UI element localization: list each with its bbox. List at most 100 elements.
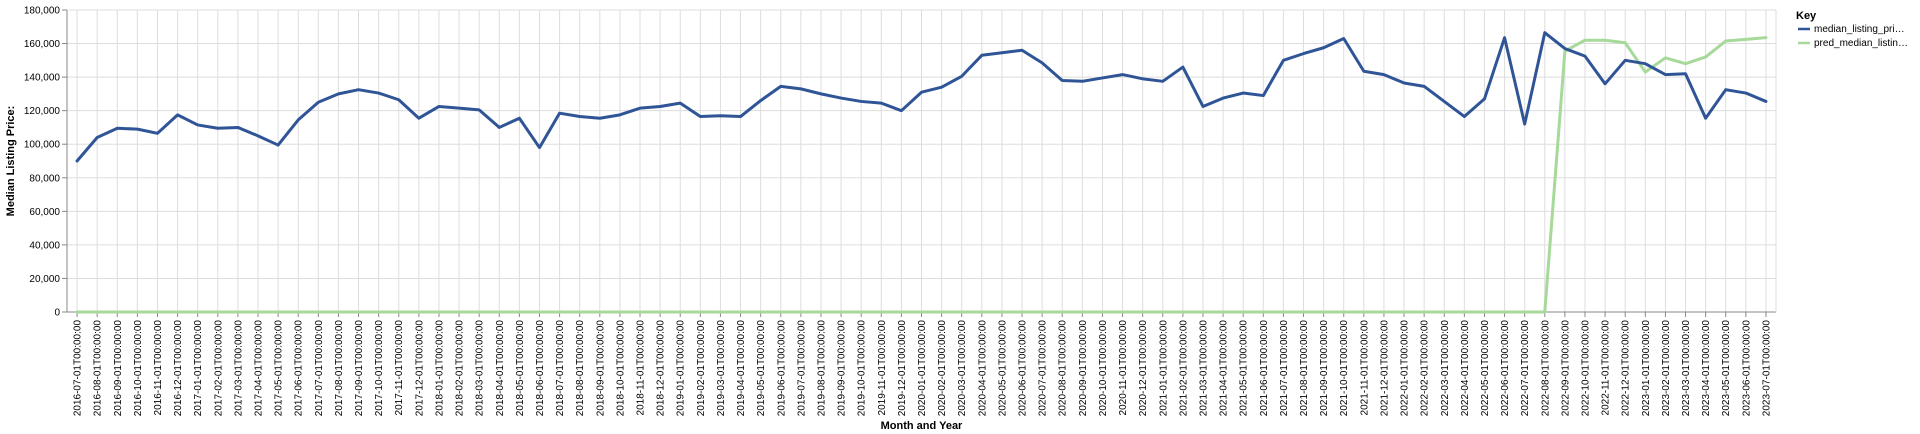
x-tick-label: 2017-07-01T00:00:00	[314, 320, 325, 417]
x-tick-label: 2016-09-01T00:00:00	[113, 320, 124, 417]
x-tick-label: 2022-04-01T00:00:00	[1460, 320, 1471, 417]
legend-label: pred_median_listin…	[1814, 38, 1908, 49]
x-tick-label: 2018-12-01T00:00:00	[656, 320, 667, 417]
x-tick-label: 2021-10-01T00:00:00	[1339, 320, 1350, 417]
x-tick-label: 2020-04-01T00:00:00	[977, 320, 988, 417]
x-tick-label: 2022-06-01T00:00:00	[1500, 320, 1511, 417]
legend-label: median_listing_pri…	[1814, 24, 1905, 35]
x-tick-label: 2019-02-01T00:00:00	[696, 320, 707, 417]
y-tick-label: 120,000	[24, 106, 61, 117]
x-tick-label: 2018-07-01T00:00:00	[555, 320, 566, 417]
x-tick-label: 2018-01-01T00:00:00	[434, 320, 445, 417]
x-tick-label: 2017-05-01T00:00:00	[274, 320, 285, 417]
x-tick-label: 2021-08-01T00:00:00	[1299, 320, 1310, 417]
y-tick-label: 0	[54, 308, 60, 319]
axes	[62, 9, 1777, 317]
x-tick-label: 2019-10-01T00:00:00	[857, 320, 868, 417]
x-tick-label: 2018-04-01T00:00:00	[495, 320, 506, 417]
x-tick-label: 2017-09-01T00:00:00	[354, 320, 365, 417]
x-tick-label: 2020-11-01T00:00:00	[1118, 320, 1129, 416]
x-tick-label: 2022-02-01T00:00:00	[1420, 320, 1431, 417]
x-tick-label: 2020-06-01T00:00:00	[1018, 320, 1029, 417]
x-tick-label: 2017-08-01T00:00:00	[334, 320, 345, 417]
x-tick-label: 2021-12-01T00:00:00	[1379, 320, 1390, 417]
x-tick-label: 2017-03-01T00:00:00	[233, 320, 244, 417]
x-tick-label: 2022-05-01T00:00:00	[1480, 320, 1491, 417]
x-tick-label: 2023-07-01T00:00:00	[1761, 320, 1772, 417]
x-tick-label: 2018-06-01T00:00:00	[535, 320, 546, 417]
x-tick-label: 2016-10-01T00:00:00	[133, 320, 144, 417]
y-tick-label: 140,000	[24, 73, 61, 84]
x-tick-label: 2022-08-01T00:00:00	[1540, 320, 1551, 417]
x-tick-labels: 2016-07-01T00:00:00 2016-08-01T00:00:00 20…	[73, 320, 1773, 417]
x-tick-label: 2017-02-01T00:00:00	[213, 320, 224, 417]
x-tick-label: 2019-09-01T00:00:00	[837, 320, 848, 417]
x-tick-label: 2017-04-01T00:00:00	[254, 320, 265, 417]
x-tick-label: 2019-06-01T00:00:00	[776, 320, 787, 417]
x-tick-label: 2020-10-01T00:00:00	[1098, 320, 1109, 417]
x-tick-label: 2021-02-01T00:00:00	[1178, 320, 1189, 417]
x-tick-label: 2023-03-01T00:00:00	[1681, 320, 1692, 417]
x-tick-label: 2019-04-01T00:00:00	[736, 320, 747, 417]
x-tick-label: 2022-11-01T00:00:00	[1601, 320, 1612, 416]
x-tick-label: 2022-07-01T00:00:00	[1520, 320, 1531, 417]
x-tick-label: 2022-03-01T00:00:00	[1440, 320, 1451, 417]
x-tick-label: 2020-02-01T00:00:00	[937, 320, 948, 417]
y-tick-labels: 0 20,000 40,000 60,000 80,000 100,000 120,000 1…	[24, 6, 61, 319]
legend: Key median_listing_pri… pred_median_listi…	[1796, 10, 1908, 49]
x-tick-label: 2017-01-01T00:00:00	[193, 320, 204, 417]
x-tick-label: 2020-01-01T00:00:00	[917, 320, 928, 417]
x-tick-label: 2022-01-01T00:00:00	[1400, 320, 1411, 417]
x-tick-label: 2017-10-01T00:00:00	[374, 320, 385, 417]
series-lines	[75, 31, 1768, 314]
y-tick-label: 160,000	[24, 39, 61, 50]
y-tick-label: 40,000	[29, 240, 60, 251]
series-line-pred	[75, 36, 1768, 314]
x-tick-label: 2023-01-01T00:00:00	[1641, 320, 1652, 417]
legend-title: Key	[1796, 10, 1817, 22]
x-tick-label: 2020-05-01T00:00:00	[997, 320, 1008, 417]
x-tick-label: 2020-12-01T00:00:00	[1138, 320, 1149, 417]
x-tick-label: 2020-09-01T00:00:00	[1078, 320, 1089, 417]
x-tick-label: 2022-12-01T00:00:00	[1621, 320, 1632, 417]
x-tick-label: 2016-11-01T00:00:00	[153, 320, 164, 416]
x-tick-label: 2021-01-01T00:00:00	[1158, 320, 1169, 417]
x-tick-label: 2021-09-01T00:00:00	[1319, 320, 1330, 417]
x-tick-label: 2019-03-01T00:00:00	[716, 320, 727, 417]
x-tick-label: 2021-11-01T00:00:00	[1359, 320, 1370, 416]
x-tick-label: 2021-04-01T00:00:00	[1219, 320, 1230, 417]
x-tick-label: 2019-08-01T00:00:00	[816, 320, 827, 417]
x-tick-label: 2018-08-01T00:00:00	[575, 320, 586, 417]
y-tick-label: 180,000	[24, 6, 61, 17]
x-tick-label: 2021-07-01T00:00:00	[1279, 320, 1290, 417]
x-tick-label: 2018-05-01T00:00:00	[515, 320, 526, 417]
x-tick-label: 2023-02-01T00:00:00	[1661, 320, 1672, 417]
x-tick-label: 2017-06-01T00:00:00	[294, 320, 305, 417]
x-tick-label: 2023-05-01T00:00:00	[1721, 320, 1732, 417]
x-tick-label: 2017-11-01T00:00:00	[394, 320, 405, 416]
x-tick-label: 2019-11-01T00:00:00	[877, 320, 888, 416]
x-tick-label: 2016-12-01T00:00:00	[173, 320, 184, 417]
x-tick-label: 2019-12-01T00:00:00	[897, 320, 908, 417]
x-tick-label: 2018-11-01T00:00:00	[636, 320, 647, 416]
x-tick-label: 2021-05-01T00:00:00	[1239, 320, 1250, 417]
x-tick-label: 2018-10-01T00:00:00	[615, 320, 626, 417]
x-tick-label: 2018-02-01T00:00:00	[455, 320, 466, 417]
x-tick-label: 2016-08-01T00:00:00	[93, 320, 104, 417]
y-tick-label: 100,000	[24, 140, 61, 151]
x-tick-label: 2020-07-01T00:00:00	[1038, 320, 1049, 417]
x-tick-label: 2023-06-01T00:00:00	[1741, 320, 1752, 417]
x-tick-label: 2019-05-01T00:00:00	[756, 320, 767, 417]
x-tick-label: 2018-09-01T00:00:00	[595, 320, 606, 417]
x-tick-label: 2022-10-01T00:00:00	[1580, 320, 1591, 417]
x-tick-label: 2018-03-01T00:00:00	[475, 320, 486, 417]
x-tick-label: 2021-06-01T00:00:00	[1259, 320, 1270, 417]
x-tick-label: 2019-01-01T00:00:00	[676, 320, 687, 417]
x-tick-label: 2021-03-01T00:00:00	[1198, 320, 1209, 417]
x-tick-label: 2023-04-01T00:00:00	[1701, 320, 1712, 417]
x-tick-label: 2019-07-01T00:00:00	[796, 320, 807, 417]
x-tick-label: 2020-03-01T00:00:00	[957, 320, 968, 417]
grid	[67, 9, 1776, 313]
y-axis-title: Median Listing Price:	[5, 106, 17, 217]
